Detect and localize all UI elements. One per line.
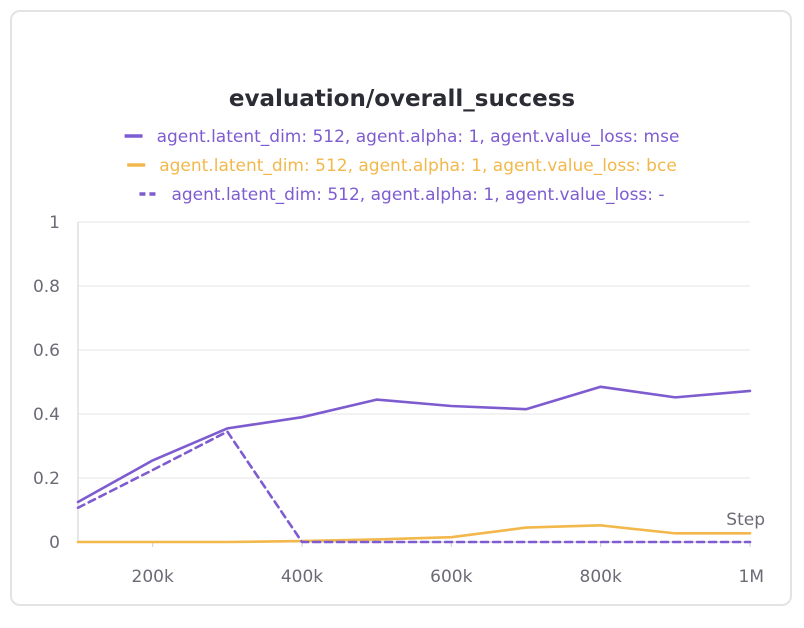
legend: agent.latent_dim: 512, agent.alpha: 1, a… — [124, 127, 680, 205]
legend-label: agent.latent_dim: 512, agent.alpha: 1, a… — [157, 127, 680, 147]
legend-item[interactable]: agent.latent_dim: 512, agent.alpha: 1, a… — [139, 185, 665, 205]
chart-title: evaluation/overall_success — [229, 86, 575, 112]
x-tick-label: 600k — [430, 567, 472, 587]
series-lines — [76, 385, 752, 544]
y-tick-label: 0.8 — [33, 277, 60, 297]
legend-item[interactable]: agent.latent_dim: 512, agent.alpha: 1, a… — [124, 127, 680, 147]
axes: 0 0.2 0.4 0.6 0.8 1 200k 400k 600k 800k 1M — [33, 213, 764, 587]
series-line-2[interactable] — [76, 524, 752, 544]
legend-label: agent.latent_dim: 512, agent.alpha: 1, a… — [171, 185, 664, 205]
x-axis-label: Step — [726, 510, 765, 530]
series-line-1[interactable] — [76, 385, 752, 504]
series-line-3[interactable] — [76, 430, 752, 544]
y-tick-label: 0.4 — [33, 405, 60, 425]
y-tick-label: 0.2 — [33, 469, 60, 489]
x-tick-label: 1M — [739, 567, 764, 587]
x-tick-label: 200k — [132, 567, 174, 587]
y-tick-label: 1 — [49, 213, 60, 233]
legend-label: agent.latent_dim: 512, agent.alpha: 1, a… — [159, 156, 677, 176]
gridlines — [78, 221, 750, 479]
y-tick-label: 0.6 — [33, 341, 60, 361]
chart-panel — [10, 10, 792, 606]
legend-item[interactable]: agent.latent_dim: 512, agent.alpha: 1, a… — [127, 156, 677, 176]
y-tick-label: 0 — [49, 533, 60, 553]
x-tick-label: 400k — [281, 567, 323, 587]
x-tick-label: 800k — [580, 567, 622, 587]
